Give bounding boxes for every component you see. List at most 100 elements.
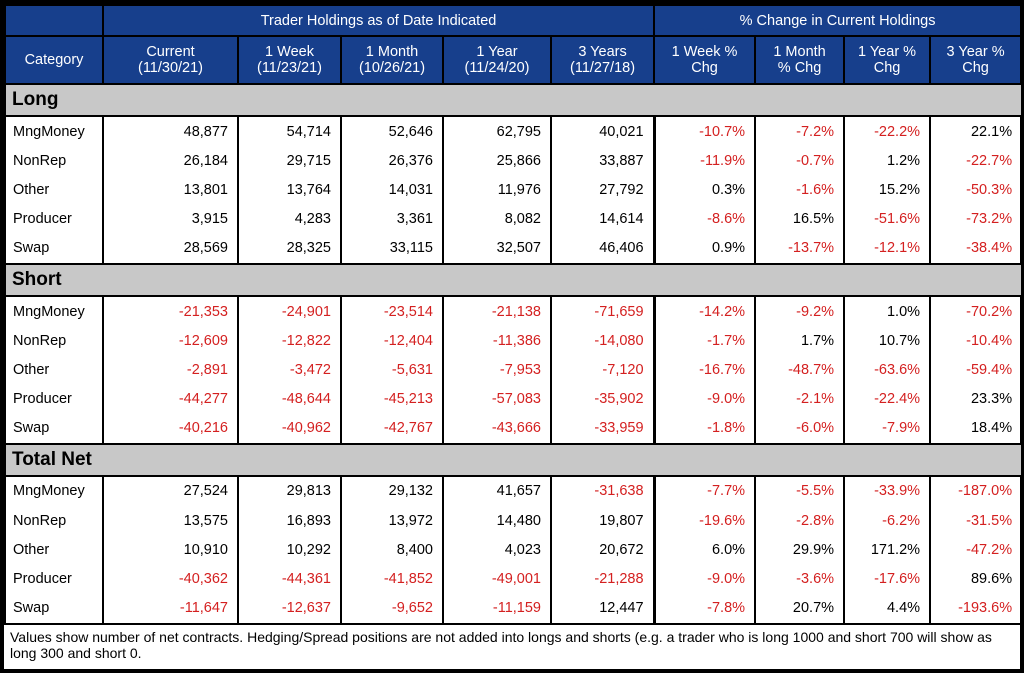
table-cell: -42,767	[340, 413, 443, 444]
header-column-line: 1 Week	[265, 44, 314, 60]
table-cell: 40,021	[549, 116, 655, 147]
table-row: NonRep -12,609 -12,822 -12,404 -11,386 -14,08…	[4, 326, 1022, 356]
table-cell: -5.5%	[754, 475, 845, 507]
table-cell: -0.7%	[754, 146, 845, 176]
table-cell: 48,877	[102, 116, 238, 147]
table-cell: -6.0%	[754, 413, 845, 444]
table-cell: 20.7%	[754, 593, 845, 623]
table-cell: -44,277	[102, 384, 238, 414]
table-cell: -7,953	[442, 355, 551, 385]
section-title: Total Net	[3, 442, 1022, 477]
table-cell: -2.1%	[754, 384, 845, 414]
table-cell: 1.0%	[843, 295, 931, 327]
table-cell: 13,575	[102, 506, 238, 536]
table-cell: 8,400	[340, 535, 443, 565]
table-cell: 26,184	[102, 146, 238, 176]
table-cell: -45,213	[340, 384, 443, 414]
header-column-line: (11/27/18)	[570, 60, 636, 76]
table-cell: 10,292	[237, 535, 341, 565]
table-cell: -8.6%	[652, 204, 756, 234]
table-cell: -11,159	[442, 593, 551, 623]
header-column-line: % Chg	[777, 60, 822, 76]
table-cell: 29,813	[237, 475, 341, 507]
table-row: MngMoney 27,524 29,813 29,132 41,657 -31,638-…	[4, 475, 1022, 507]
table-cell: -1.8%	[652, 413, 756, 444]
table-cell: 27,524	[102, 475, 238, 507]
table-cell: -2.8%	[754, 506, 845, 536]
header-column: 3 Year % Chg	[929, 35, 1023, 85]
table-cell: 14,614	[549, 204, 655, 234]
table-cell: 29,715	[237, 146, 341, 176]
table-cell: -11,386	[442, 326, 551, 356]
header-column-line: Chg	[873, 60, 901, 76]
table-cell: -50.3%	[929, 175, 1022, 205]
header-group-change: % Change in Current Holdings	[653, 4, 1023, 37]
header-column: 1 Month% Chg	[754, 35, 846, 85]
table-cell: -21,138	[442, 295, 551, 327]
table-cell: -31.5%	[929, 506, 1022, 536]
table-cell: 22.1%	[929, 116, 1022, 147]
table-cell: 19,807	[549, 506, 655, 536]
table-cell: 26,376	[340, 146, 443, 176]
header-column-line: (11/24/20)	[464, 60, 530, 76]
table-cell: -14,080	[549, 326, 655, 356]
table-cell: 89.6%	[929, 564, 1022, 594]
table-cell: 32,507	[442, 233, 551, 264]
table-cell: -43,666	[442, 413, 551, 444]
table-cell: 13,972	[340, 506, 443, 536]
table-row: MngMoney -21,353 -24,901 -23,514 -21,138 -71,…	[4, 295, 1022, 327]
table-row: Swap -11,647 -12,637 -9,652 -11,159 12,447 -7.…	[4, 593, 1022, 623]
row-category: Swap	[4, 593, 103, 623]
table-cell: -7.7%	[652, 475, 756, 507]
row-category: NonRep	[4, 326, 103, 356]
table-row: Other -2,891 -3,472 -5,631 -7,953 -7,120 -16.7…	[4, 355, 1022, 385]
table-cell: -11,647	[102, 593, 238, 623]
table-cell: 20,672	[549, 535, 655, 565]
row-category: Other	[4, 535, 103, 565]
table-cell: 11,976	[442, 175, 551, 205]
table-cell: 33,115	[340, 233, 443, 264]
table-cell: 52,646	[340, 116, 443, 147]
table-row: Producer 3,915 4,283 3,361 8,082 14,614 -8.6% 1…	[4, 204, 1022, 234]
table-cell: 28,325	[237, 233, 341, 264]
table-cell: 29.9%	[754, 535, 845, 565]
table-cell: -12,609	[102, 326, 238, 356]
table-cell: 62,795	[442, 116, 551, 147]
table-cell: -49,001	[442, 564, 551, 594]
header-column-line: Chg	[962, 60, 989, 76]
header-column-line: Chg	[691, 60, 718, 76]
table-cell: -22.7%	[929, 146, 1022, 176]
row-category: MngMoney	[4, 116, 103, 147]
table-row: NonRep 13,575 16,893 13,972 14,480 19,807 -19.…	[4, 506, 1022, 536]
section-title: Short	[3, 262, 1022, 297]
table-cell: -10.4%	[929, 326, 1022, 356]
table-cell: -48.7%	[754, 355, 845, 385]
table-cell: 12,447	[549, 593, 655, 623]
table-cell: 28,569	[102, 233, 238, 264]
table-cell: -51.6%	[843, 204, 931, 234]
table-cell: 33,887	[549, 146, 655, 176]
table-cell: 6.0%	[652, 535, 756, 565]
table-cell: -9.2%	[754, 295, 845, 327]
table-cell: 4.4%	[843, 593, 931, 623]
header-column-line: (10/26/21)	[358, 60, 426, 76]
table-cell: 16,893	[237, 506, 341, 536]
table-cell: 1.2%	[843, 146, 931, 176]
table-cell: -63.6%	[843, 355, 931, 385]
table-row: Producer -44,277 -48,644 -45,213 -57,083 -35,…	[4, 384, 1022, 414]
row-category: Producer	[4, 564, 103, 594]
table-cell: 23.3%	[929, 384, 1022, 414]
header-column: Current (11/30/21)	[102, 35, 239, 85]
table-cell: 13,801	[102, 175, 238, 205]
table-row: Producer -40,362 -44,361 -41,852 -49,001 -21,…	[4, 564, 1022, 594]
header-column: 3 Years (11/27/18)	[549, 35, 656, 85]
trader-holdings-table: Trader Holdings as of Date Indicated % C…	[3, 4, 1023, 623]
table-cell: 54,714	[237, 116, 341, 147]
table-cell: -3,472	[237, 355, 341, 385]
table-cell: -33.9%	[843, 475, 931, 507]
row-category: Other	[4, 355, 103, 385]
table-cell: -187.0%	[929, 475, 1022, 507]
table-cell: -71,659	[549, 295, 655, 327]
table-cell: 0.9%	[652, 233, 756, 264]
row-category: Producer	[4, 204, 103, 234]
